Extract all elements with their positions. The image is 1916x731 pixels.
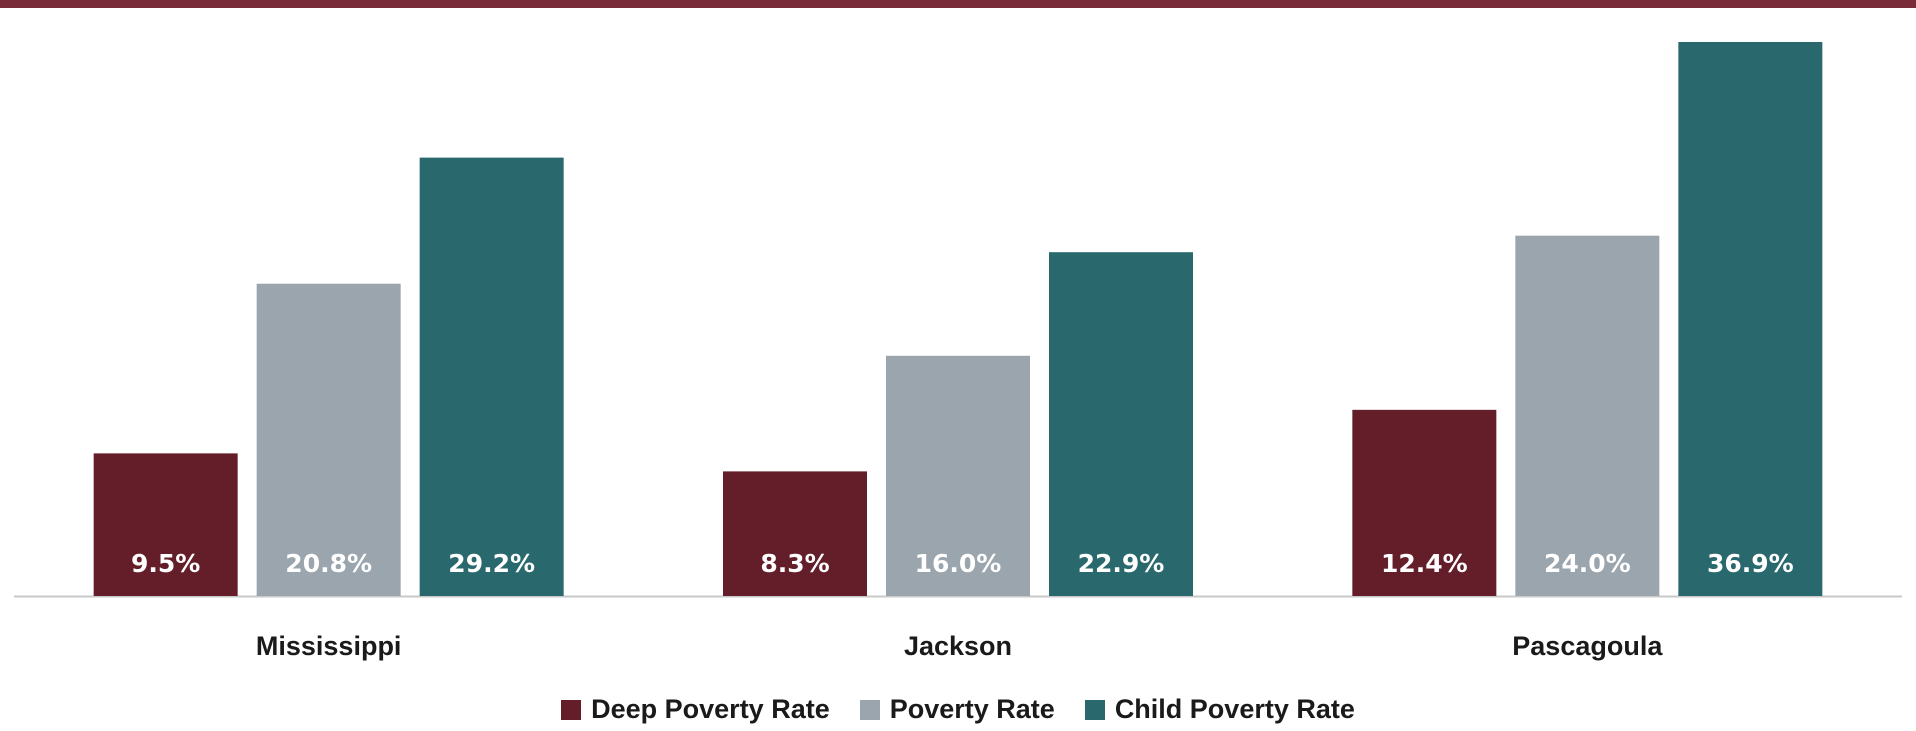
data-label-mississippi-child-poverty-rate: 29.2% — [448, 549, 535, 578]
data-label-pascagoula-child-poverty-rate: 36.9% — [1707, 549, 1794, 578]
chart-legend: Deep Poverty Rate Poverty Rate Child Pov… — [0, 694, 1916, 725]
legend-swatch-child-poverty-rate — [1084, 699, 1105, 720]
bar-jackson-child-poverty-rate — [1049, 252, 1193, 596]
legend-swatch-poverty-rate — [859, 699, 880, 720]
bar-chart: 9.5% 20.8% 29.2% Mississippi 8.3% 16.0% 22.9% J… — [14, 42, 1902, 661]
legend-label-child-poverty-rate: Child Poverty Rate — [1114, 694, 1355, 724]
bar-jackson-poverty-rate — [886, 355, 1030, 596]
bar-mississippi-poverty-rate — [256, 283, 401, 596]
legend-swatch-deep-poverty-rate — [561, 699, 582, 720]
category-label-jackson: Jackson — [904, 631, 1012, 661]
legend-item-poverty-rate: Poverty Rate — [859, 694, 1055, 725]
bar-pascagoula-deep-poverty-rate — [1352, 409, 1497, 596]
legend-label-poverty-rate: Poverty Rate — [889, 694, 1055, 724]
bar-jackson-deep-poverty-rate — [723, 471, 867, 596]
data-label-jackson-deep-poverty-rate: 8.3% — [760, 549, 829, 578]
data-label-jackson-child-poverty-rate: 22.9% — [1078, 549, 1165, 578]
legend-label-deep-poverty-rate: Deep Poverty Rate — [591, 694, 830, 724]
data-label-jackson-poverty-rate: 16.0% — [915, 549, 1002, 578]
legend-item-child-poverty-rate: Child Poverty Rate — [1084, 694, 1355, 725]
data-label-pascagoula-poverty-rate: 24.0% — [1544, 549, 1631, 578]
data-label-mississippi-poverty-rate: 20.8% — [285, 549, 372, 578]
category-label-pascagoula: Pascagoula — [1512, 631, 1663, 661]
data-label-pascagoula-deep-poverty-rate: 12.4% — [1381, 549, 1468, 578]
bar-pascagoula-child-poverty-rate — [1678, 42, 1823, 597]
top-accent-band — [0, 0, 1916, 8]
data-label-mississippi-deep-poverty-rate: 9.5% — [131, 549, 200, 578]
category-label-mississippi: Mississippi — [256, 631, 402, 661]
bar-pascagoula-poverty-rate — [1515, 235, 1660, 596]
legend-item-deep-poverty-rate: Deep Poverty Rate — [561, 694, 830, 725]
bar-mississippi-deep-poverty-rate — [93, 453, 238, 596]
bar-mississippi-child-poverty-rate — [419, 157, 564, 597]
